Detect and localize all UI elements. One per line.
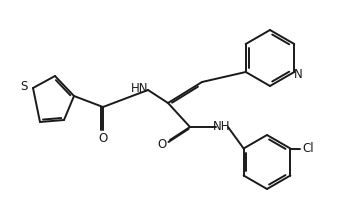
- Text: N: N: [294, 69, 303, 81]
- Text: S: S: [21, 80, 28, 94]
- Text: O: O: [157, 138, 167, 152]
- Text: HN: HN: [131, 83, 149, 95]
- Text: Cl: Cl: [303, 142, 314, 155]
- Text: O: O: [98, 132, 108, 144]
- Text: NH: NH: [213, 120, 231, 132]
